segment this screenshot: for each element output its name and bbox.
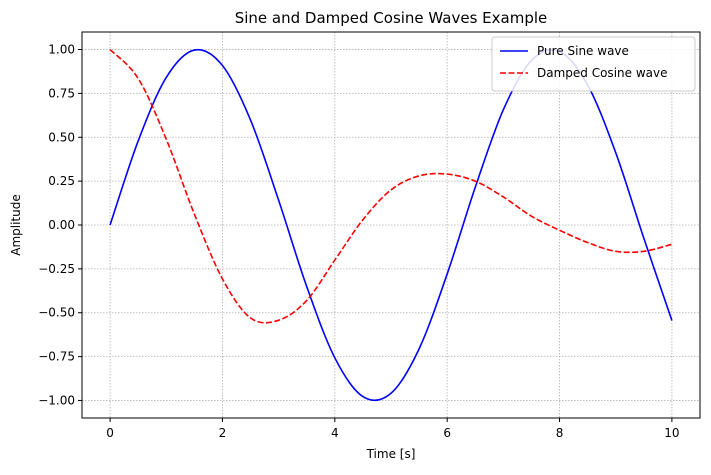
x-tick-label: 4 bbox=[331, 426, 339, 440]
x-tick-label: 6 bbox=[443, 426, 451, 440]
y-tick-label: 0.00 bbox=[48, 218, 75, 232]
y-tick-label: 0.50 bbox=[48, 130, 75, 144]
x-tick-label: 10 bbox=[664, 426, 679, 440]
y-tick-label: 0.25 bbox=[48, 174, 75, 188]
chart-title: Sine and Damped Cosine Waves Example bbox=[235, 9, 548, 27]
y-tick-label: −0.75 bbox=[38, 350, 75, 364]
y-tick-label: −1.00 bbox=[38, 393, 75, 407]
y-tick-label: 1.00 bbox=[48, 43, 75, 57]
y-tick-label: −0.50 bbox=[38, 306, 75, 320]
legend-label-2: Damped Cosine wave bbox=[537, 66, 667, 80]
tick-layer: 0 2 4 6 8 10 1.00 0.75 0.50 0.25 0.00 −0.25 −0.50 −0.… bbox=[38, 43, 679, 440]
series-line-2 bbox=[109, 48, 673, 324]
y-tick-label: 0.75 bbox=[48, 86, 75, 100]
legend-label-1: Pure Sine wave bbox=[537, 44, 629, 58]
legend: Pure Sine wave Damped Cosine wave bbox=[491, 36, 696, 92]
x-tick-label: 2 bbox=[219, 426, 227, 440]
y-axis-label: Amplitude bbox=[9, 194, 23, 256]
legend-box bbox=[491, 36, 696, 92]
y-tick-label: −0.25 bbox=[38, 262, 75, 276]
x-tick-label: 0 bbox=[106, 426, 114, 440]
x-tick-label: 8 bbox=[556, 426, 564, 440]
x-axis-label: Time [s] bbox=[366, 447, 416, 461]
grid-layer bbox=[82, 32, 700, 418]
